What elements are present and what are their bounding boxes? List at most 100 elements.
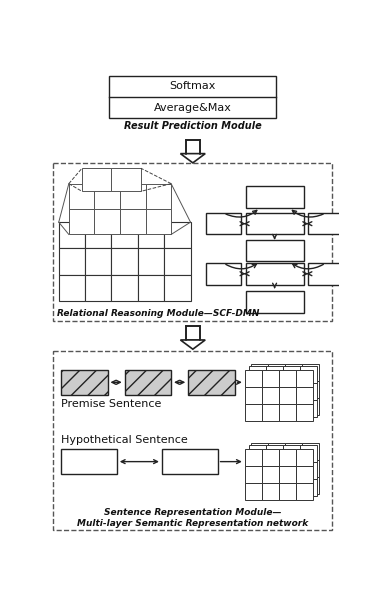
Bar [279,404,296,421]
Bar [285,477,302,494]
Text: Result Prediction Module: Result Prediction Module [124,121,261,131]
Bar [112,275,138,301]
Bar [300,479,317,496]
Polygon shape [181,340,205,349]
Bar [69,209,94,235]
Bar [53,163,332,321]
Bar [279,483,296,500]
Bar [245,387,262,404]
Bar [251,477,268,494]
Bar [112,248,138,275]
Bar [251,443,268,460]
Bar [206,263,241,284]
Bar [248,445,266,463]
Bar [164,275,190,301]
Bar [245,449,262,466]
Bar [262,370,279,387]
Bar [109,76,276,118]
Polygon shape [181,154,205,163]
Bar [59,222,85,248]
Bar [61,449,117,474]
Bar [285,398,302,415]
Bar [186,140,200,154]
Bar [283,400,300,417]
Bar [120,184,146,209]
Bar [285,460,302,477]
Bar [283,463,300,479]
Bar [61,370,107,395]
Bar [279,370,296,387]
Bar [300,366,317,383]
Bar [302,477,319,494]
Bar [268,364,285,381]
Bar [300,383,317,400]
Bar [245,483,262,500]
Text: Sentence Representation Module—
Multi-layer Semantic Representation network: Sentence Representation Module— Multi-la… [77,508,308,528]
Text: Softmax: Softmax [169,82,216,91]
Bar [245,263,303,284]
Bar [85,275,112,301]
Bar [94,184,120,209]
Bar [283,445,300,463]
Bar [138,275,164,301]
Bar [268,398,285,415]
Bar [251,398,268,415]
Bar [112,168,141,191]
Bar [283,366,300,383]
Bar [251,364,268,381]
Bar [262,404,279,421]
Bar [85,248,112,275]
Bar [300,445,317,463]
Bar [296,483,313,500]
Bar [262,387,279,404]
Bar [296,404,313,421]
Bar [266,366,283,383]
Bar [296,449,313,466]
Bar [245,370,262,387]
Bar [245,292,303,313]
Bar [206,213,241,235]
Bar [302,443,319,460]
Bar [285,381,302,398]
Bar [94,209,120,235]
Bar [120,209,146,235]
Bar [266,479,283,496]
Bar [53,351,332,530]
Text: Hypothetical Sentence: Hypothetical Sentence [61,436,188,445]
Bar [146,184,171,209]
Text: Average&Max: Average&Max [153,103,231,113]
Bar [268,477,285,494]
Bar [279,387,296,404]
Bar [248,479,266,496]
Bar [268,381,285,398]
Bar [112,222,138,248]
Bar [248,383,266,400]
Bar [245,213,303,235]
Bar [248,463,266,479]
Bar [164,222,190,248]
Bar [186,326,200,340]
Bar [245,466,262,483]
Bar [125,370,171,395]
Bar [85,222,112,248]
Bar [262,483,279,500]
Bar [245,240,303,262]
Bar [251,381,268,398]
Bar [296,387,313,404]
Bar [279,449,296,466]
Bar [300,400,317,417]
Bar [138,222,164,248]
Bar [59,248,85,275]
Bar [302,381,319,398]
Bar [296,466,313,483]
Bar [279,466,296,483]
Bar [283,383,300,400]
Bar [266,383,283,400]
Bar [82,168,112,191]
Text: Premise Sentence: Premise Sentence [61,399,161,409]
Bar [188,370,234,395]
Bar [248,366,266,383]
Bar [296,370,313,387]
Bar [262,466,279,483]
Bar [300,463,317,479]
